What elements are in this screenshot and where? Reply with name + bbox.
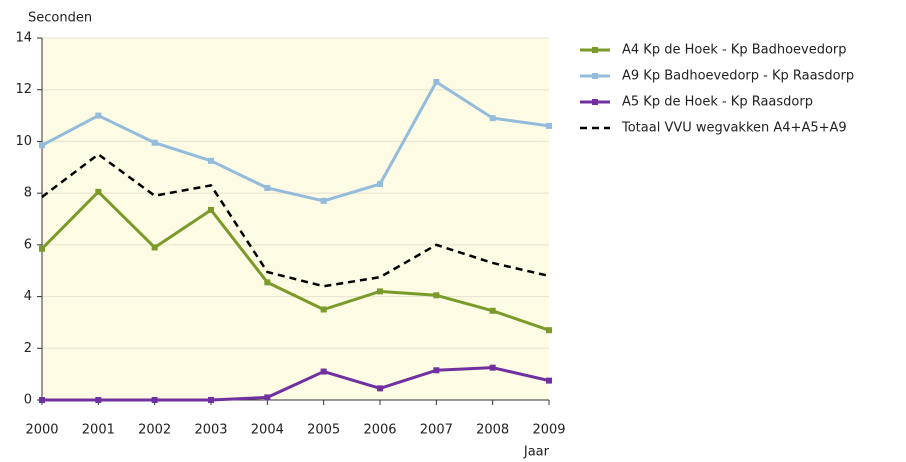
x-tick-label: 2007 <box>420 423 453 438</box>
data-point <box>95 112 102 119</box>
plot-background <box>42 38 549 400</box>
y-tick-label: 12 <box>15 82 32 97</box>
data-point <box>208 397 214 403</box>
series-line <box>42 366 550 402</box>
data-point <box>489 115 496 122</box>
legend-label: A5 Kp de Hoek - Kp Raasdorp <box>622 95 813 110</box>
data-point <box>151 397 158 403</box>
y-tick-label: 10 <box>15 134 32 149</box>
legend-marker <box>592 99 598 105</box>
legend-marker <box>592 47 598 53</box>
series-line <box>41 80 550 203</box>
y-tick-label: 2 <box>24 341 32 356</box>
legend-marker <box>592 73 598 79</box>
series-line <box>41 153 550 288</box>
data-point <box>264 279 271 286</box>
y-tick-label: 4 <box>24 289 32 304</box>
data-point <box>546 327 552 334</box>
data-point <box>433 292 440 299</box>
x-tick-label: 2002 <box>138 423 171 438</box>
x-tick-label: 2000 <box>25 423 58 438</box>
legend-label: A4 Kp de Hoek - Kp Badhoevedorp <box>622 43 847 58</box>
data-point <box>433 367 440 374</box>
data-point <box>151 139 158 146</box>
x-axis-label: Jaar <box>523 445 550 460</box>
data-point <box>39 245 45 252</box>
series-line <box>40 190 550 332</box>
x-tick-label: 2008 <box>476 423 509 438</box>
data-point <box>39 397 45 403</box>
y-tick-label: 14 <box>15 31 32 46</box>
legend-label: A9 Kp Badhoevedorp - Kp Raasdorp <box>622 69 854 84</box>
x-tick-label: 2003 <box>194 423 227 438</box>
y-tick-label: 0 <box>24 393 32 408</box>
data-point <box>546 122 552 129</box>
x-tick-label: 2006 <box>363 423 396 438</box>
data-point <box>95 397 102 403</box>
data-point <box>377 288 383 295</box>
data-point <box>208 157 214 164</box>
data-point <box>489 364 496 371</box>
data-point <box>151 244 158 251</box>
data-point <box>95 188 102 195</box>
y-axis-label: Seconden <box>28 11 92 26</box>
data-point <box>208 206 214 213</box>
data-point <box>320 197 327 204</box>
data-point <box>377 385 383 392</box>
data-point <box>264 394 271 401</box>
x-tick-label: 2004 <box>251 423 284 438</box>
data-point <box>377 181 383 188</box>
data-point <box>433 78 440 85</box>
data-point <box>489 307 496 314</box>
x-tick-label: 2009 <box>532 423 565 438</box>
y-tick-label: 8 <box>24 186 32 201</box>
legend-label: Totaal VVU wegvakken A4+A5+A9 <box>621 121 847 136</box>
data-point <box>264 184 271 191</box>
x-tick-label: 2005 <box>307 423 340 438</box>
x-tick-label: 2001 <box>82 423 115 438</box>
y-tick-label: 6 <box>24 237 32 252</box>
data-point <box>39 142 45 149</box>
data-point <box>320 306 327 313</box>
data-point <box>320 368 327 375</box>
data-point <box>546 377 552 384</box>
